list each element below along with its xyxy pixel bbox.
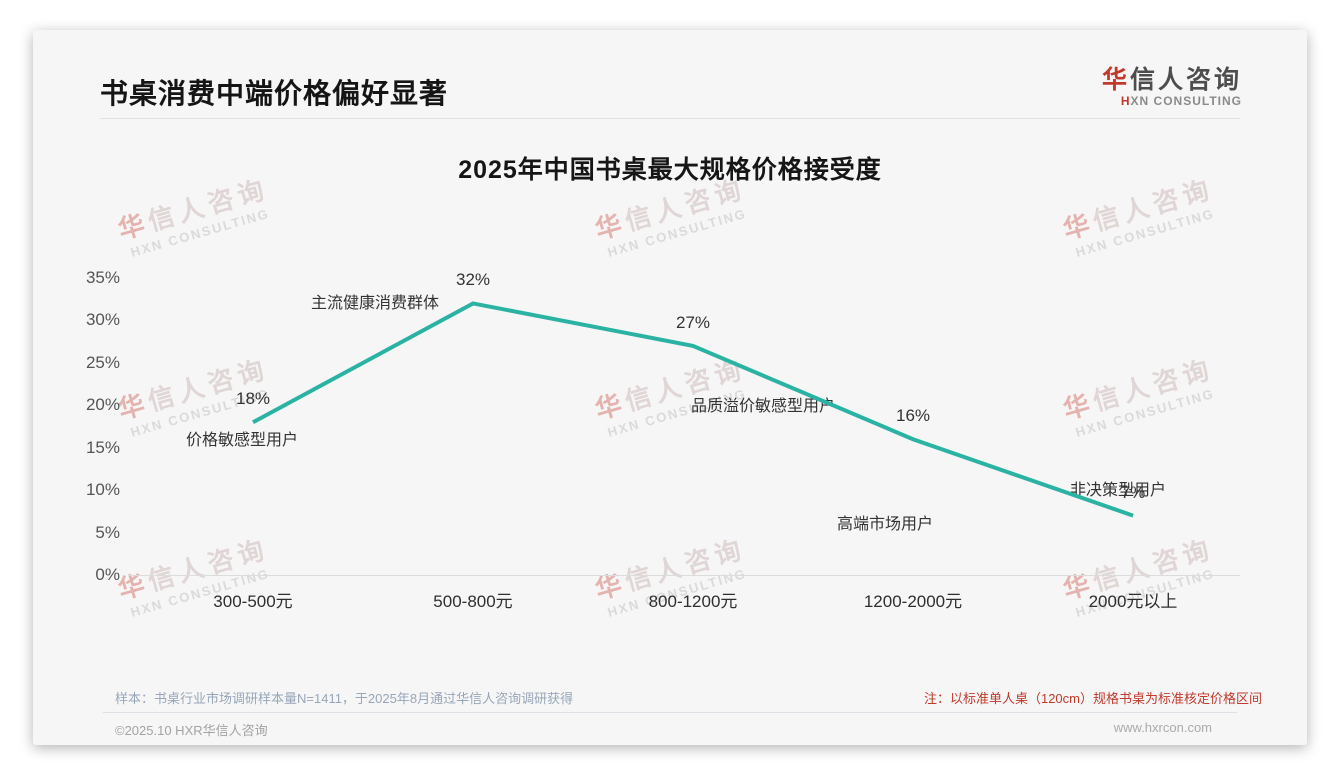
logo-rest-chars: 信人咨询 [1129,66,1242,94]
x-axis-category-label: 500-800元 [433,592,513,611]
trend-line [252,301,1134,518]
slide-card: 华信人咨询 HXN CONSULTING 华信人咨询 HXN CONSULTING 华信… [33,30,1307,745]
y-axis-tick-label: 30% [85,310,120,330]
x-axis-category-label: 800-1200元 [648,592,738,611]
y-axis-tick-label: 35% [85,268,120,287]
sample-note: 样本：书桌行业市场调研样本量N=1411，于2025年8月通过华信人咨询调研获得 [115,691,574,706]
company-logo: 华信人咨询 HXN CONSULTING [1102,66,1242,109]
footer-divider [103,712,1237,713]
data-point-value-label: 27% [675,312,711,332]
x-axis-category-label: 2000元以上 [1088,592,1178,611]
series-annotation: 高端市场用户 [836,516,933,533]
price-definition-note: 注：以标准单人桌（120cm）规格书桌为标准核定价格区间 [923,691,1262,706]
data-point-value-label: 18% [235,389,271,409]
chart-canvas [252,301,1134,518]
data-point-value-label: 16% [895,406,931,426]
x-axis-category-label: 300-500元 [213,592,293,611]
y-axis-tick-label: 15% [85,437,120,457]
page-title: 书桌消费中端价格偏好显著 [100,78,449,109]
y-axis-tick-label: 5% [95,522,120,542]
y-axis-tick-label: 25% [85,352,120,372]
x-axis-category-label: 1200-2000元 [863,592,963,611]
line-chart: 0% 5% 10% 15% 20% 25% 30% 35% 300-500元 500-800元 80… [33,30,1307,745]
x-axis-line [128,575,1240,576]
data-point-value-label: 7% [1120,482,1146,502]
series-annotation: 价格敏感型用户 [185,432,298,449]
y-axis-tick-label: 0% [95,565,120,584]
logo-english-name: HXN CONSULTING [1102,94,1242,109]
y-axis-tick-label: 20% [85,395,120,415]
data-point-value-label: 32% [455,270,491,290]
series-annotation: 非决策型用户 [1069,482,1166,499]
website-url: www.hxrcon.com [1113,720,1212,735]
logo-english-rest: XN CONSULTING [1130,94,1242,108]
logo-english-accent: H [1120,94,1131,108]
copyright-text: ©2025.10 HXR华信人咨询 [115,723,268,738]
y-axis-tick-label: 10% [85,480,120,500]
logo-accent-char: 华 [1101,66,1130,94]
series-annotation: 品质溢价敏感型用户 [690,398,835,415]
series-annotation: 主流健康消费群体 [310,295,439,312]
chart-title: 2025年中国书桌最大规格价格接受度 [458,156,882,184]
logo-chinese-name: 华信人咨询 [1102,66,1242,94]
header-divider [100,118,1240,119]
